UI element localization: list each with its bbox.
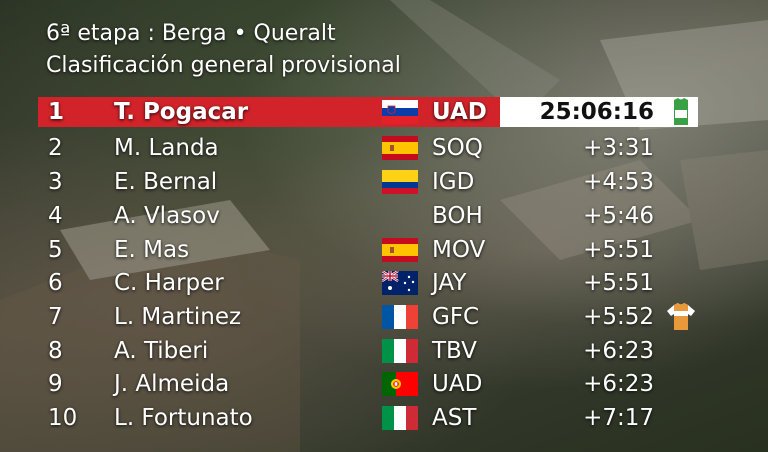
position: 3 [48,169,63,195]
team-code: GFC [432,304,480,330]
team-code: MOV [432,237,486,263]
team-code: AST [432,405,477,431]
rider-name: E. Mas [114,237,190,263]
standings-row: 5 E. Mas MOV +5:51 [38,235,700,265]
position: 6 [48,270,63,296]
gc-time: +3:31 [583,135,654,161]
standings-row: 4 A. Vlasov BOH +5:46 [38,201,700,231]
standings-row: 9 J. Almeida UAD +6:23 [38,369,700,399]
team-code: BOH [432,203,483,229]
position: 9 [48,371,63,397]
position: 2 [48,135,63,161]
standings-row-leader: 1 T. Pogacar UAD 25:06:16 [38,97,700,127]
australia-flag-icon [382,271,418,295]
position: 8 [48,338,63,364]
gc-time: +6:23 [583,338,654,364]
standings-row: 2 M. Landa SOQ +3:31 [38,133,700,163]
position: 4 [48,203,63,229]
rider-name: L. Fortunato [114,405,253,431]
gc-time: 25:06:16 [539,99,654,125]
rider-name: E. Bernal [114,169,218,195]
rider-name: L. Martinez [114,304,242,330]
leader-jersey-icon [667,98,695,125]
rider-name: T. Pogacar [114,99,249,125]
gc-time: +5:46 [583,203,654,229]
gc-time: +7:17 [583,405,654,431]
standings-row: 8 A. Tiberi TBV +6:23 [38,336,700,366]
team-code: JAY [432,270,467,296]
rider-name: A. Tiberi [114,338,209,364]
portugal-flag-icon [382,372,418,396]
team-code: TBV [432,338,477,364]
position: 10 [48,405,78,431]
standings-row: 6 C. Harper JAY +5:51 [38,268,700,298]
italy-flag-icon [382,406,418,430]
rider-name: J. Almeida [114,371,230,397]
stage-title: 6ª etapa : Berga • Queralt [46,21,336,46]
spain-flag-icon [382,136,418,160]
classification-title: Clasificación general provisional [46,53,401,78]
colombia-flag-icon [382,170,418,194]
france-flag-icon [382,305,418,329]
gc-time: +5:52 [583,304,654,330]
team-code: SOQ [432,135,483,161]
standings-row: 10 L. Fortunato AST +7:17 [38,403,700,433]
gc-time: +4:53 [583,169,654,195]
standings-row: 3 E. Bernal IGD +4:53 [38,167,700,197]
position: 7 [48,304,63,330]
gc-time: +5:51 [583,270,654,296]
leader-bar [38,97,500,127]
team-code: UAD [432,99,487,125]
gc-time: +6:23 [583,371,654,397]
young-rider-jersey-icon [667,303,695,330]
gc-time: +5:51 [583,237,654,263]
position: 1 [48,99,65,125]
spain-flag-icon [382,238,418,262]
team-code: UAD [432,371,483,397]
italy-flag-icon [382,339,418,363]
standings-row: 7 L. Martinez GFC +5:52 [38,302,700,332]
team-code: IGD [432,169,475,195]
stage-header: 6ª etapa : Berga • Queralt Clasificación… [46,18,401,82]
rider-name: A. Vlasov [114,203,220,229]
position: 5 [48,237,63,263]
rider-name: C. Harper [114,270,224,296]
leader-time-box [500,97,698,127]
slovenia-flag-icon [382,100,418,124]
rider-name: M. Landa [114,135,219,161]
